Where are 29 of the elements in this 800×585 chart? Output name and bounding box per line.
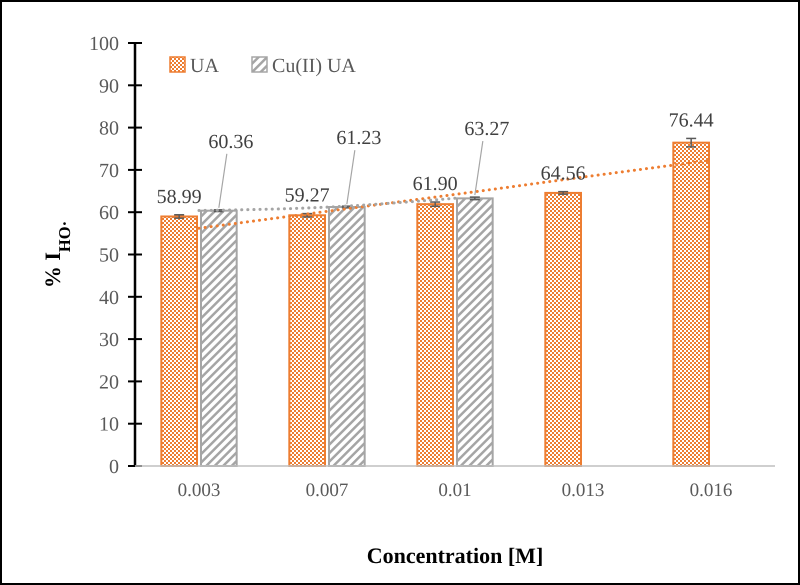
data-label: 63.27 — [464, 118, 510, 140]
y-tick-label: 20 — [99, 371, 119, 394]
data-label: 59.27 — [284, 184, 330, 207]
x-tick-label: 0.01 — [438, 480, 472, 501]
y-tick-label: 30 — [99, 329, 119, 352]
x-tick-label: 0.007 — [306, 480, 348, 501]
data-label: 61.90 — [412, 173, 458, 196]
y-tick-label: 10 — [99, 414, 119, 436]
legend-label: Cu(II) UA — [272, 55, 356, 77]
x-tick-label: 0.016 — [690, 480, 732, 501]
y-tick-label: 60 — [99, 202, 119, 224]
y-tick-label: 50 — [99, 244, 119, 266]
y-tick-label: 70 — [99, 160, 119, 182]
x-tick-label: 0.003 — [178, 480, 220, 501]
y-tick-label: 40 — [99, 286, 119, 309]
x-tick-label: 0.013 — [562, 480, 604, 501]
data-label: 76.44 — [668, 109, 714, 132]
y-tick-label: 90 — [99, 75, 119, 98]
data-label: 58.99 — [156, 186, 202, 208]
y-tick-label: 0 — [109, 456, 119, 478]
data-label: 64.56 — [540, 162, 586, 185]
data-label: 60.36 — [208, 130, 254, 153]
legend-label: UA — [190, 55, 220, 77]
x-axis-title: Concentration [M] — [366, 543, 544, 568]
data-label: 61.23 — [336, 127, 382, 150]
y-tick-label: 100 — [89, 33, 119, 55]
bar — [416, 203, 454, 467]
bar — [544, 192, 582, 467]
y-tick-label: 80 — [99, 118, 119, 140]
